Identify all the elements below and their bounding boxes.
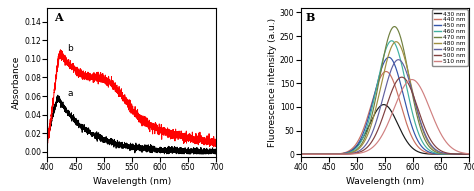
450 nm — [394, 69, 400, 71]
470 nm — [318, 153, 323, 155]
430 nm — [298, 153, 303, 155]
490 nm — [394, 59, 400, 62]
450 nm — [298, 153, 303, 155]
490 nm — [298, 153, 303, 155]
440 nm — [376, 80, 382, 83]
X-axis label: Wavelength (nm): Wavelength (nm) — [346, 177, 424, 186]
430 nm — [466, 153, 472, 155]
510 nm — [376, 140, 382, 142]
500 nm — [466, 153, 472, 155]
500 nm — [394, 80, 400, 83]
Text: a: a — [67, 89, 73, 98]
500 nm — [311, 153, 317, 155]
460 nm — [394, 46, 400, 48]
480 nm — [394, 41, 400, 43]
470 nm — [373, 97, 378, 100]
470 nm — [311, 153, 317, 155]
510 nm — [298, 153, 303, 155]
500 nm — [399, 76, 405, 78]
470 nm — [298, 153, 303, 155]
Text: b: b — [67, 44, 73, 53]
440 nm — [311, 153, 317, 155]
490 nm — [311, 153, 317, 155]
480 nm — [318, 153, 323, 155]
Line: 440 nm: 440 nm — [301, 71, 469, 154]
460 nm — [318, 153, 323, 155]
500 nm — [373, 134, 378, 136]
430 nm — [394, 121, 400, 123]
490 nm — [376, 112, 382, 115]
490 nm — [373, 122, 378, 125]
440 nm — [369, 100, 375, 103]
510 nm — [311, 153, 317, 155]
460 nm — [311, 153, 317, 155]
510 nm — [394, 101, 400, 104]
500 nm — [369, 140, 375, 142]
450 nm — [369, 103, 375, 105]
500 nm — [376, 127, 382, 129]
Line: 490 nm: 490 nm — [301, 60, 469, 154]
440 nm — [298, 153, 303, 155]
450 nm — [466, 153, 472, 155]
Line: 510 nm: 510 nm — [301, 79, 469, 154]
Legend: 430 nm, 440 nm, 450 nm, 460 nm, 470 nm, 480 nm, 490 nm, 500 nm, 510 nm: 430 nm, 440 nm, 450 nm, 460 nm, 470 nm, … — [432, 9, 467, 66]
450 nm — [386, 56, 392, 58]
510 nm — [466, 153, 472, 155]
470 nm — [394, 27, 400, 29]
510 nm — [409, 78, 415, 81]
440 nm — [394, 90, 400, 92]
450 nm — [318, 153, 323, 155]
430 nm — [376, 107, 382, 109]
Y-axis label: Fluorescence intensity (a.u.): Fluorescence intensity (a.u.) — [268, 18, 277, 147]
490 nm — [395, 58, 401, 61]
510 nm — [373, 143, 378, 146]
470 nm — [369, 113, 375, 116]
X-axis label: Wavelength (nm): Wavelength (nm) — [92, 177, 171, 186]
480 nm — [298, 153, 303, 155]
460 nm — [466, 153, 472, 155]
430 nm — [381, 104, 387, 106]
460 nm — [389, 40, 394, 42]
Line: 480 nm: 480 nm — [301, 42, 469, 154]
440 nm — [383, 70, 389, 73]
480 nm — [373, 108, 378, 110]
460 nm — [373, 91, 378, 93]
460 nm — [298, 153, 303, 155]
Y-axis label: Absorbance: Absorbance — [12, 55, 21, 109]
440 nm — [466, 153, 472, 155]
510 nm — [369, 147, 375, 149]
480 nm — [376, 95, 382, 97]
500 nm — [298, 153, 303, 155]
510 nm — [318, 153, 323, 155]
430 nm — [318, 153, 323, 155]
Line: 450 nm: 450 nm — [301, 57, 469, 154]
470 nm — [466, 153, 472, 155]
480 nm — [311, 153, 317, 155]
490 nm — [318, 153, 323, 155]
470 nm — [376, 82, 382, 84]
480 nm — [369, 121, 375, 123]
Line: 430 nm: 430 nm — [301, 105, 469, 154]
Line: 470 nm: 470 nm — [301, 27, 469, 154]
430 nm — [369, 118, 375, 120]
440 nm — [373, 89, 378, 91]
480 nm — [466, 153, 472, 155]
Text: A: A — [54, 12, 63, 23]
460 nm — [369, 107, 375, 109]
450 nm — [373, 89, 378, 91]
490 nm — [369, 132, 375, 134]
460 nm — [376, 77, 382, 79]
440 nm — [318, 153, 323, 155]
490 nm — [466, 153, 472, 155]
500 nm — [318, 153, 323, 155]
430 nm — [373, 111, 378, 113]
Text: B: B — [306, 12, 315, 23]
Line: 460 nm: 460 nm — [301, 41, 469, 154]
450 nm — [311, 153, 317, 155]
480 nm — [393, 40, 399, 43]
Line: 500 nm: 500 nm — [301, 77, 469, 154]
430 nm — [311, 153, 317, 155]
470 nm — [392, 25, 397, 28]
450 nm — [376, 77, 382, 79]
